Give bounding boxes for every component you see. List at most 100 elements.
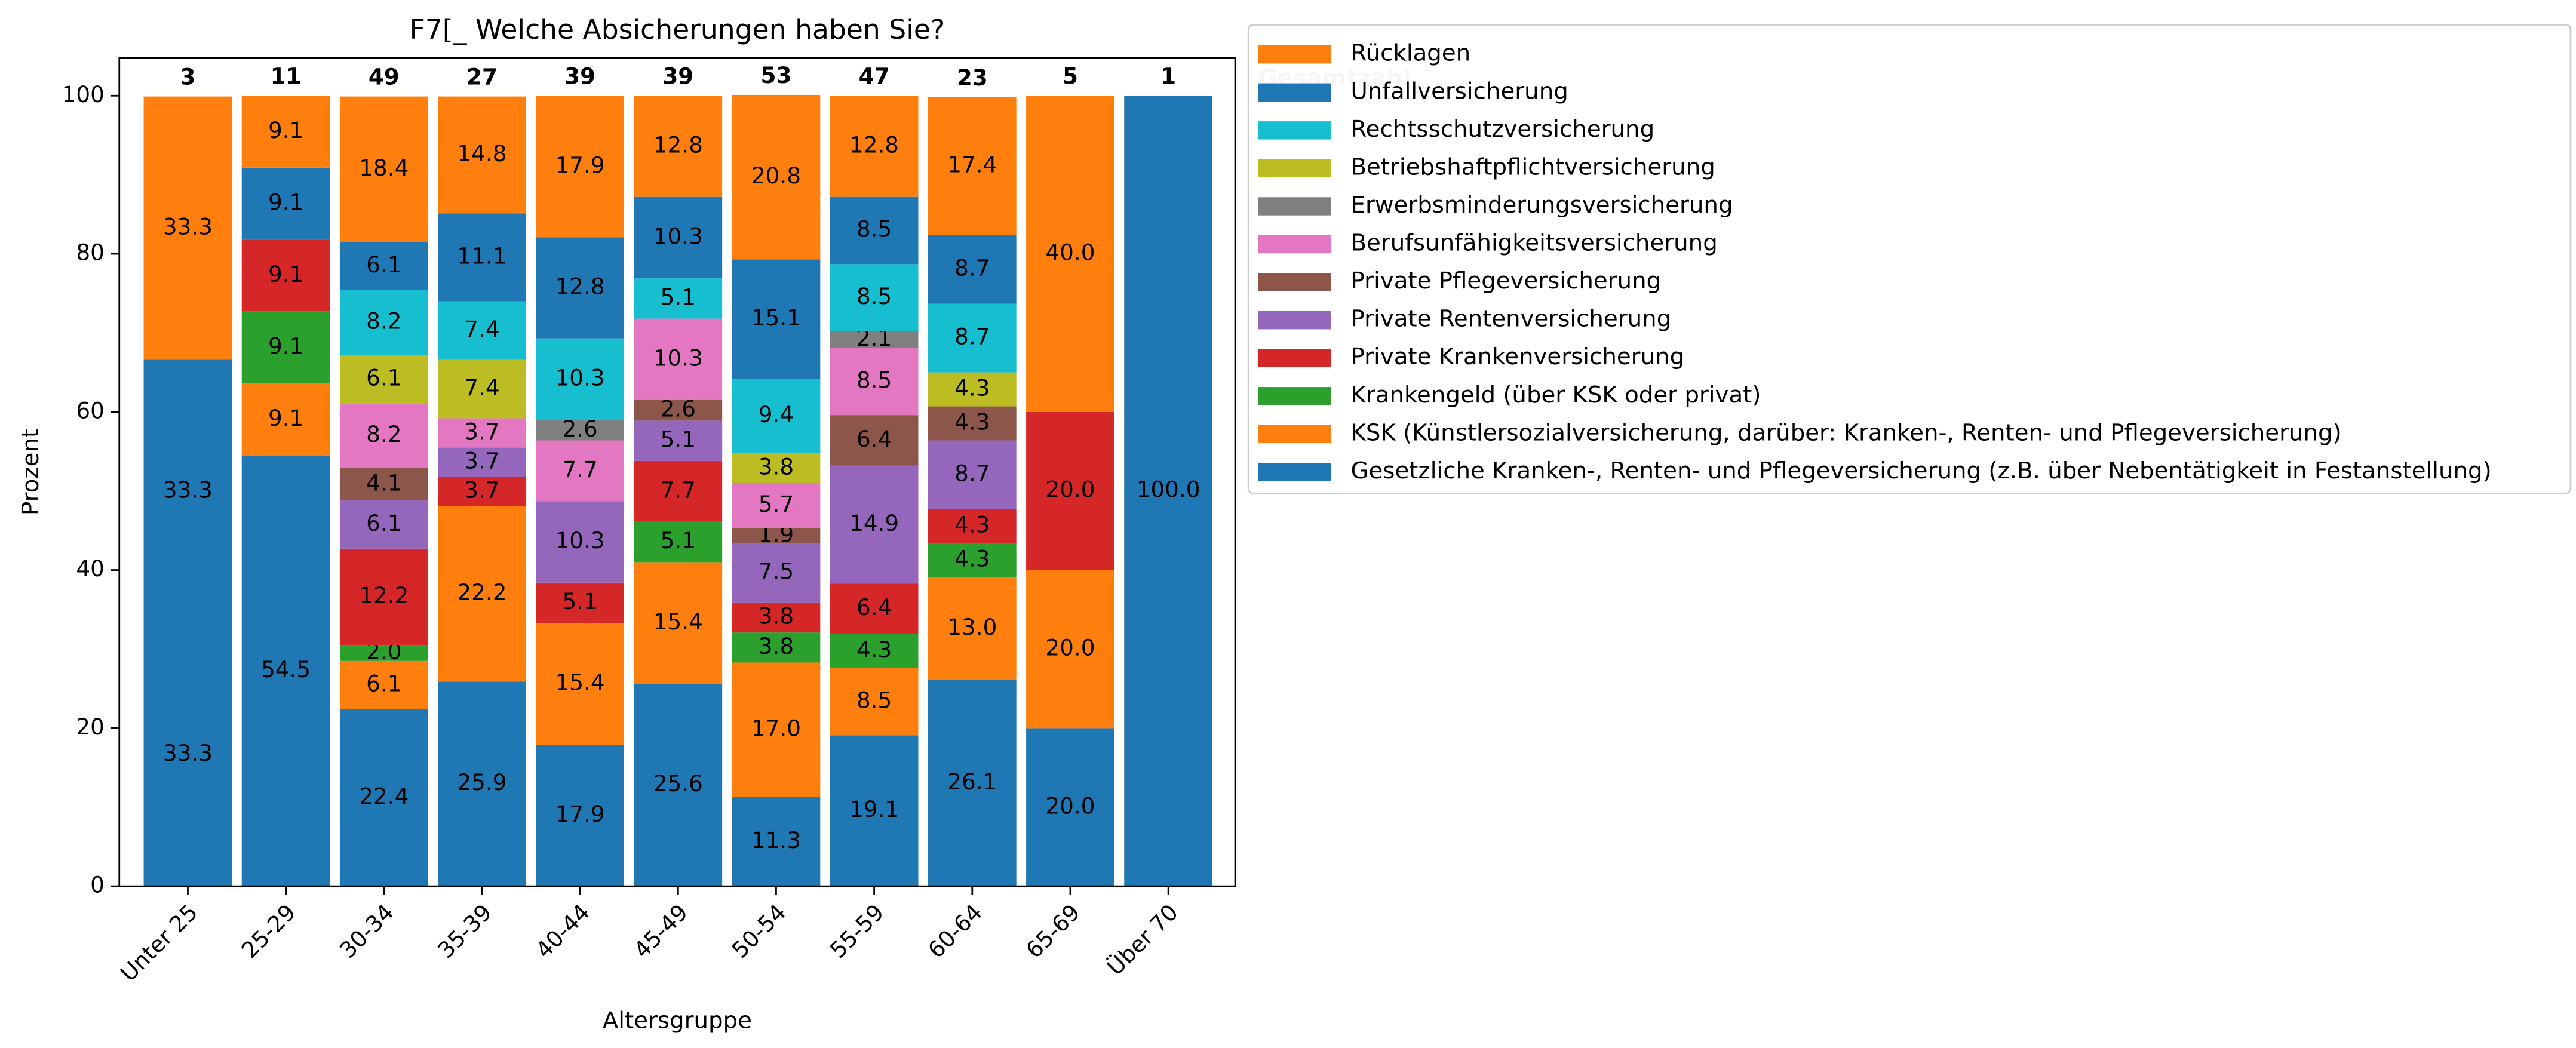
bar-segment (438, 506, 526, 682)
value-label: 10.3 (653, 223, 703, 249)
x-tick-label: 45-49 (628, 899, 693, 964)
bar-segment (1026, 570, 1114, 729)
value-label: 5.1 (661, 527, 696, 554)
value-label: 8.2 (366, 421, 401, 447)
bar-segment (830, 583, 919, 634)
legend-swatch (1258, 387, 1331, 405)
legend-label: Rücklagen (1351, 40, 1471, 67)
bar-segment (438, 213, 526, 302)
bar-segment (830, 415, 919, 466)
value-label: 4.1 (366, 469, 401, 496)
total-label: 49 (369, 64, 400, 90)
bar-segment (634, 196, 723, 279)
bar-segment (536, 420, 624, 441)
x-tick-label: Unter 25 (115, 899, 202, 986)
value-label: 33.3 (163, 477, 213, 503)
value-label: 5.1 (661, 284, 696, 310)
bar-segment (732, 797, 821, 887)
y-axis-label: Prozent (17, 429, 44, 515)
bar-segment (830, 331, 919, 348)
bar-segment (339, 500, 428, 549)
total-label: 1 (1160, 63, 1176, 89)
value-label: 15.4 (555, 669, 605, 696)
bar-segment (928, 235, 1017, 304)
bar-segment (143, 359, 232, 623)
value-label: 33.3 (163, 214, 213, 240)
x-tick-label: 30-34 (334, 899, 399, 964)
bar-segment (634, 521, 723, 563)
value-label: 17.0 (751, 715, 801, 742)
bar-segment (732, 482, 821, 528)
bar-segment (536, 501, 624, 583)
total-label: 11 (271, 63, 302, 89)
value-label: 15.4 (653, 608, 703, 635)
bar-segment (732, 379, 821, 453)
legend-label: Betriebshaftpflichtversicherung (1351, 153, 1715, 180)
legend-label: Berufsunfähigkeitsversicherung (1351, 230, 1718, 257)
value-label: 17.4 (947, 152, 997, 178)
value-label: 14.8 (457, 140, 506, 167)
y-tick-label: 40 (76, 555, 104, 582)
value-label: 4.3 (954, 512, 990, 538)
bar-segment (339, 242, 428, 290)
value-label: 9.1 (268, 405, 303, 431)
legend-swatch (1258, 235, 1331, 254)
bar-segment (438, 418, 526, 448)
bar-segment (1026, 96, 1114, 412)
bar-segment (634, 278, 723, 319)
value-label: 12.8 (555, 273, 605, 299)
value-label: 5.1 (661, 426, 696, 453)
value-label: 7.7 (661, 477, 696, 503)
legend-label: Private Pflegeversicherung (1351, 268, 1662, 294)
bar-segment (830, 348, 919, 416)
value-label: 8.5 (856, 283, 892, 309)
legend-label: Gesetzliche Kranken-, Renten- und Pflege… (1351, 457, 2492, 484)
value-label: 10.3 (653, 345, 703, 371)
legend-frame (1247, 24, 2572, 494)
bar-segment (339, 403, 428, 468)
bar-segment (241, 96, 330, 168)
bar-segment (928, 577, 1017, 680)
bar-segment (830, 634, 919, 668)
bar-segment (634, 96, 723, 197)
legend-label: Krankengeld (über KSK oder privat) (1351, 382, 1761, 408)
bar-segment (928, 680, 1017, 887)
value-label: 4.3 (954, 375, 990, 401)
bar-segment (928, 372, 1017, 407)
bar-segment (830, 735, 919, 887)
value-label: 9.1 (268, 189, 303, 215)
value-label: 2.6 (661, 396, 696, 422)
y-tick-label: 100 (62, 81, 105, 107)
value-label: 13.0 (947, 614, 997, 640)
legend-label: Private Krankenversicherung (1351, 343, 1685, 370)
bar-segment (1124, 96, 1213, 887)
x-tick-label: Über 70 (1102, 899, 1183, 981)
x-tick-label: 60-64 (923, 899, 987, 964)
y-tick-label: 80 (76, 239, 104, 266)
value-label: 9.1 (268, 261, 303, 287)
bar-segment (732, 259, 821, 379)
bar-segment (634, 562, 723, 684)
bar-segment (928, 509, 1017, 543)
bar-segment (928, 406, 1017, 441)
value-label: 12.8 (653, 132, 703, 158)
bar-segment (928, 303, 1017, 373)
bar-segment (634, 318, 723, 400)
y-tick-label: 0 (90, 872, 105, 898)
value-label: 40.0 (1045, 239, 1095, 266)
value-label: 9.1 (268, 333, 303, 359)
total-label: 39 (564, 63, 595, 89)
value-label: 11.1 (457, 243, 506, 269)
bar-segment (438, 477, 526, 506)
bar-segment (732, 94, 821, 260)
bar-segment (536, 96, 624, 238)
bar-segment (830, 264, 919, 331)
chart-title: F7[_ Welche Absicherungen haben Sie? (410, 14, 945, 45)
bar-segment (241, 311, 330, 384)
value-label: 2.6 (562, 416, 597, 442)
value-label: 12.2 (359, 582, 409, 608)
bar-segment (732, 662, 821, 797)
value-label: 6.1 (366, 251, 401, 278)
bar-segment (634, 399, 723, 421)
